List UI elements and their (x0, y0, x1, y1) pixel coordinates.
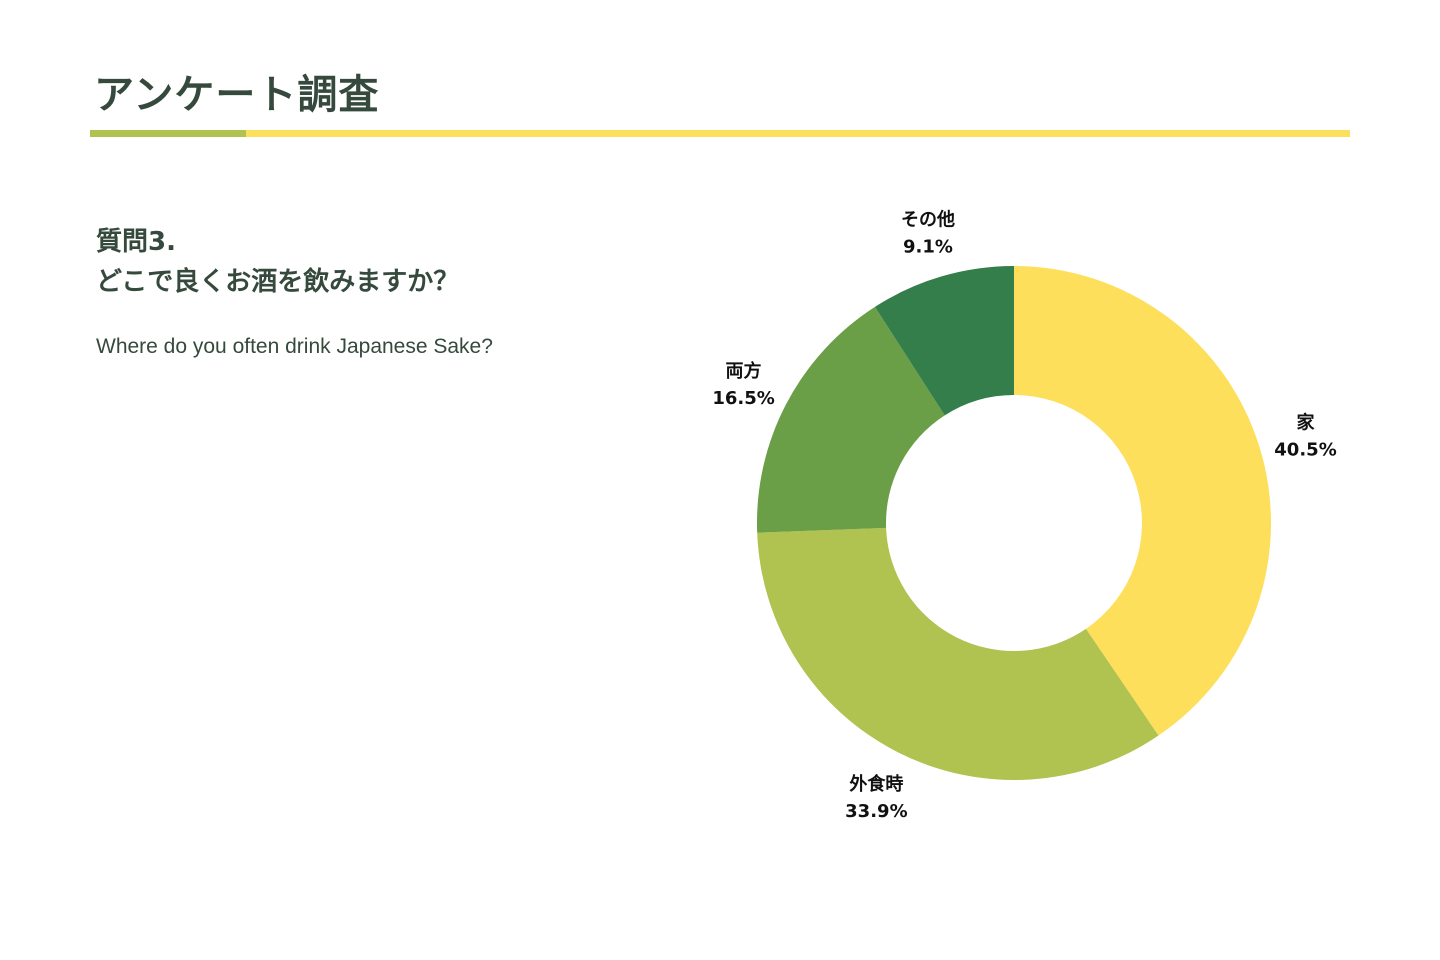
question-text-ja: どこで良くお酒を飲みますか？ (96, 267, 460, 297)
chart-slices (757, 266, 1272, 780)
slice-label-dining-out: 外食時 (849, 773, 903, 795)
title-underline-accent (90, 130, 246, 137)
page-title: アンケート調査 (94, 72, 380, 118)
slice-value-home: 40.5% (1274, 439, 1336, 460)
slice-value-other: 9.1% (903, 236, 953, 257)
slice-value-both: 16.5% (712, 388, 774, 409)
slice-value-dining-out: 33.9% (845, 801, 907, 822)
question-text-en: Where do you often drink Japanese Sake? (96, 335, 493, 358)
title-underline (90, 130, 1350, 137)
chart-labels: 家 40.5% 外食時 33.9% 両方 16.5% その他 9.1% (712, 208, 1336, 822)
slice-label-other: その他 (901, 208, 955, 230)
slice-home (1014, 266, 1272, 736)
slice-other (874, 266, 1014, 416)
question-block: 質問3. どこで良くお酒を飲みますか？ Where do you often d… (96, 222, 616, 362)
question-number: 質問3. (96, 227, 176, 257)
title-underline-line (246, 130, 1350, 137)
slice-label-home: 家 (1297, 411, 1316, 433)
slice-dining-out (757, 527, 1159, 780)
slice-both (757, 306, 945, 533)
slice-label-both: 両方 (726, 360, 762, 382)
